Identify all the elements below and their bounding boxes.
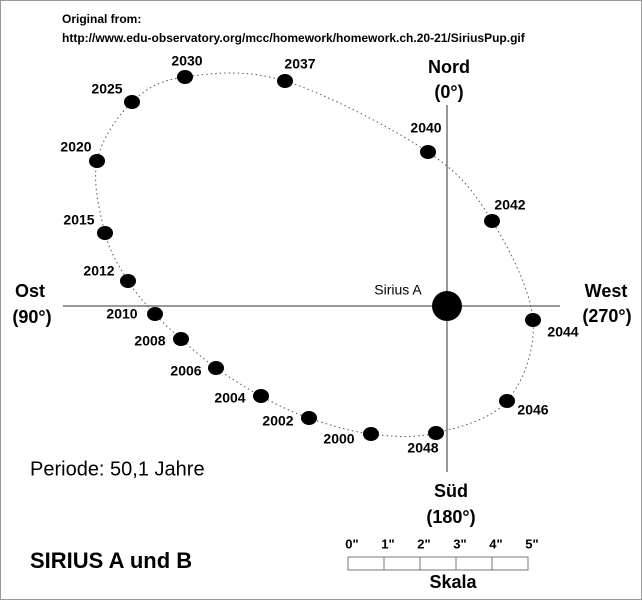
sirius-b-position: [301, 411, 317, 425]
sirius-b-position: [484, 214, 500, 228]
sirius-b-position: [428, 426, 444, 440]
sirius-b-position: [420, 145, 436, 159]
south-angle: (180°): [426, 507, 475, 527]
sirius-b-position: [97, 226, 113, 240]
sirius-a: [432, 291, 462, 321]
east-name: Ost: [15, 281, 45, 301]
north-name: Nord: [428, 57, 470, 77]
scale-tick-label: 2": [417, 536, 430, 551]
year-label: 2006: [170, 363, 201, 379]
scale-tick-label: 4": [489, 536, 502, 551]
year-label: 2020: [60, 139, 91, 155]
west-name: West: [585, 281, 628, 301]
scale: 0" 1" 2" 3" 4" 5": [345, 536, 539, 570]
year-label: 2004: [214, 390, 245, 406]
year-label: 2025: [91, 81, 122, 97]
period: Periode: 50,1 Jahre: [30, 458, 205, 480]
sirius-b-position: [89, 154, 105, 168]
header-title: Original from:: [62, 12, 141, 26]
title: SIRIUS A und B: [30, 548, 192, 573]
sirius-b-position: [525, 313, 541, 327]
sirius-b-position: [120, 274, 136, 288]
sirius-b-position: [499, 394, 515, 408]
header-source: http://www.edu-observatory.org/mcc/homew…: [62, 31, 526, 45]
orbit: 2000 2002 2004 2006 2008 2010 2012 2015 2020 2025…: [60, 53, 578, 456]
sirius-b-position: [173, 332, 189, 346]
year-label: 2048: [407, 440, 438, 456]
scale-tick-label: 0": [345, 536, 358, 551]
scale-tick-label: 5": [525, 536, 538, 551]
scale-bar: [347, 556, 529, 571]
sirius-b-position: [177, 70, 193, 84]
star-label: Sirius A: [374, 282, 422, 298]
year-label: 2010: [106, 306, 137, 322]
orbit-path: [95, 72, 534, 438]
east-angle: (90°): [12, 307, 51, 327]
south-name: Süd: [434, 481, 468, 501]
sirius-b-position: [147, 307, 163, 321]
north-angle: (0°): [434, 82, 463, 102]
year-label: 2040: [410, 120, 441, 136]
scale-tick-label: 3": [453, 536, 466, 551]
year-label: 2042: [494, 197, 525, 213]
sirius-b-position: [277, 74, 293, 88]
sirius-b-position: [363, 427, 379, 441]
sirius-b-position: [208, 361, 224, 375]
year-label: 2037: [284, 56, 315, 72]
year-label: 2046: [517, 402, 548, 418]
year-label: 2002: [262, 413, 293, 429]
west-angle: (270°): [582, 306, 631, 326]
sirius-b-position: [253, 389, 269, 403]
year-label: 2000: [323, 431, 354, 447]
year-label: 2015: [63, 212, 94, 228]
sirius-b-position: [124, 95, 140, 109]
year-label: 2044: [547, 324, 578, 340]
scale-label: Skala: [429, 572, 477, 592]
year-label: 2030: [171, 53, 202, 69]
year-label: 2008: [134, 333, 165, 349]
scale-tick-label: 1": [381, 536, 394, 551]
year-label: 2012: [83, 263, 114, 279]
